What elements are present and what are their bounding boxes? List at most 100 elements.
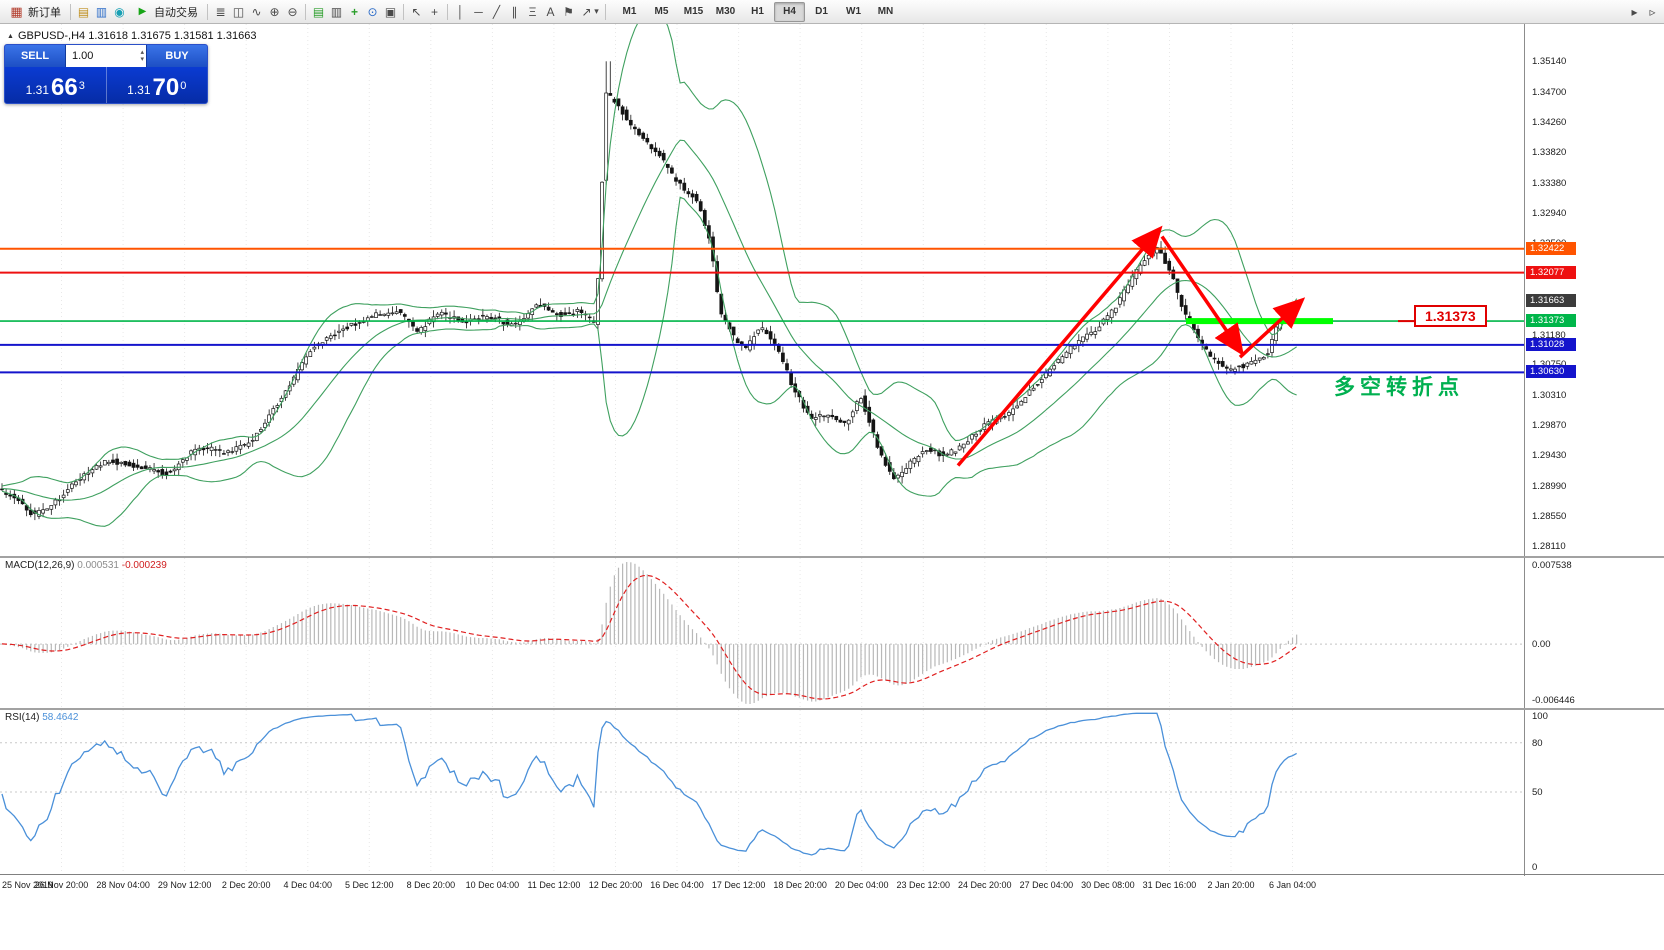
autotrading-button[interactable]: ▶ 自动交易 <box>129 2 203 22</box>
add-indicator-icon[interactable]: + <box>350 4 358 19</box>
timeframe-button-m1[interactable]: M1 <box>622 6 637 17</box>
toolbar-separator <box>605 3 606 20</box>
market-watch-icon[interactable]: ▤ <box>77 4 90 19</box>
main-chart[interactable] <box>0 24 1524 556</box>
horizontal-line-tool-icon[interactable]: ─ <box>474 4 483 19</box>
time-axis-label: 4 Dec 04:00 <box>283 880 333 890</box>
text-tool-icon[interactable]: A <box>546 4 555 19</box>
fibonacci-tool-icon[interactable]: Ξ <box>528 4 537 19</box>
buy-button[interactable]: BUY <box>146 45 207 67</box>
time-axis-label: 10 Dec 04:00 <box>465 880 520 890</box>
timeframe-button-h4[interactable]: H4 <box>774 1 805 22</box>
cascade-windows-icon[interactable]: ▥ <box>330 4 343 19</box>
time-axis-label: 5 Dec 12:00 <box>345 880 394 890</box>
price-axis-label: 1.30750 <box>1532 359 1566 370</box>
volume-field[interactable]: ▴ ▾ <box>66 45 146 67</box>
new-order-button[interactable]: ▦ 新订单 <box>3 2 66 22</box>
sell-price-sup: 3 <box>78 80 85 92</box>
price-axis-label: 1.29870 <box>1532 419 1567 431</box>
timeframe-button-d1[interactable]: D1 <box>815 6 828 17</box>
timeframe-button-m15[interactable]: M15 <box>683 6 704 17</box>
time-axis-label: 25 Nov 2019 <box>2 880 54 890</box>
crosshair-icon[interactable]: + <box>430 4 438 19</box>
zoom-in-icon[interactable]: ⊕ <box>269 4 280 19</box>
macd-panel[interactable] <box>0 558 1524 708</box>
volume-input[interactable] <box>66 50 132 62</box>
rsi-axis-label: 80 <box>1532 737 1543 749</box>
macd-indicator-label: MACD(12,26,9) 0.000531 -0.000239 <box>5 560 167 571</box>
time-axis-label: 28 Nov 04:00 <box>96 880 150 890</box>
buy-price-big: 70 <box>152 74 180 101</box>
macd-axis-label: 0.00 <box>1532 639 1551 651</box>
volume-down-button[interactable]: ▾ <box>140 56 144 63</box>
price-axis-label: 1.28550 <box>1532 510 1567 522</box>
label-tool-icon[interactable]: ⚑ <box>563 4 574 19</box>
line-chart-mode-icon[interactable]: ∿ <box>251 4 262 19</box>
price-axis-label: 1.32940 <box>1532 208 1567 219</box>
time-axis-label: 31 Dec 16:00 <box>1142 880 1197 890</box>
rsi-panel[interactable] <box>0 710 1524 874</box>
price-level-badge: 1.30630 <box>1526 365 1576 379</box>
price-callout[interactable]: 1.31373 <box>1414 305 1487 327</box>
zoom-out-icon[interactable]: ⊖ <box>287 4 298 19</box>
buy-price[interactable]: 1.31 70 0 <box>107 67 208 103</box>
timeframe-button-w1[interactable]: W1 <box>846 6 861 17</box>
toolbar-separator <box>447 3 448 20</box>
symbol-marker-icon: ▲ <box>7 32 14 40</box>
buy-price-prefix: 1.31 <box>127 83 151 97</box>
arrows-tool-icon[interactable]: ↗ <box>581 4 592 19</box>
autotrading-play-icon: ▶ <box>138 6 147 17</box>
price-axis-label: 1.28110 <box>1532 541 1566 553</box>
new-order-label: 新订单 <box>28 6 61 19</box>
tile-windows-icon[interactable]: ▤ <box>312 4 325 19</box>
data-window-icon[interactable]: ▥ <box>95 4 108 19</box>
price-axis-label: 1.33820 <box>1532 147 1567 159</box>
time-axis-label: 11 Dec 12:00 <box>527 880 581 890</box>
periods-icon[interactable]: ⊙ <box>367 4 378 19</box>
price-axis[interactable]: 1.35140 1.34700 1.34260 1.33820 1.33380 1.329… <box>1524 24 1664 876</box>
timeframe-button-m5[interactable]: M5 <box>654 6 669 17</box>
cursor-icon[interactable]: ↖ <box>411 4 422 19</box>
panel-divider[interactable] <box>0 708 1664 710</box>
toolbar-separator <box>70 3 71 20</box>
navigator-icon[interactable]: ◉ <box>114 4 125 19</box>
candlestick-mode-icon[interactable]: ◫ <box>232 4 245 19</box>
volume-up-button[interactable]: ▴ <box>140 49 144 56</box>
price-level-badge: 1.31028 <box>1526 337 1576 351</box>
sell-price[interactable]: 1.31 66 3 <box>5 67 106 103</box>
rsi-value: 58.4642 <box>42 712 79 723</box>
autotrading-label: 自动交易 <box>154 6 198 19</box>
templates-icon[interactable]: ▣ <box>384 4 397 19</box>
time-axis-label: 27 Dec 04:00 <box>1019 880 1074 890</box>
timeframe-button-mn[interactable]: MN <box>877 6 894 17</box>
channel-tool-icon[interactable]: ∥ <box>511 4 518 19</box>
price-axis-label: 1.30310 <box>1532 389 1567 401</box>
auto-scroll-icon[interactable]: ▸ <box>1631 4 1638 19</box>
panel-divider[interactable] <box>0 874 1664 875</box>
vertical-line-tool-icon[interactable]: │ <box>456 4 465 19</box>
time-axis[interactable]: 25 Nov 2019 26 Nov 20:00 28 Nov 04:00 29 No… <box>0 876 1524 894</box>
trendline-tool-icon[interactable]: ╱ <box>492 4 501 19</box>
panel-divider[interactable] <box>0 556 1664 558</box>
buy-price-sup: 0 <box>180 80 187 92</box>
sell-price-big: 66 <box>51 74 78 101</box>
chart-shift-icon[interactable]: ▹ <box>1649 4 1656 19</box>
timeframe-button-h1[interactable]: H1 <box>751 6 764 17</box>
time-axis-label: 30 Dec 08:00 <box>1081 880 1135 890</box>
timeframe-button-m30[interactable]: M30 <box>715 6 736 17</box>
time-axis-label: 12 Dec 20:00 <box>588 880 643 890</box>
macd-main-value: 0.000531 <box>77 560 119 571</box>
price-axis-label: 1.29430 <box>1532 450 1567 462</box>
price-axis-label: 1.33380 <box>1532 177 1567 189</box>
macd-axis-label: -0.006446 <box>1532 695 1575 706</box>
price-level-badge: 1.32422 <box>1526 241 1576 255</box>
turning-point-annotation[interactable]: 多空转折点 <box>1334 376 1464 399</box>
price-level-badge: 1.31373 <box>1526 314 1576 328</box>
time-axis-label: 20 Dec 04:00 <box>834 880 889 890</box>
rsi-axis-label: 50 <box>1532 787 1543 798</box>
current-price-badge: 1.31663 <box>1526 294 1576 308</box>
sell-button[interactable]: SELL <box>5 45 66 67</box>
arrows-tool-dropdown-icon[interactable]: ▾ <box>594 6 599 16</box>
bar-chart-mode-icon[interactable]: ≣ <box>215 4 226 19</box>
